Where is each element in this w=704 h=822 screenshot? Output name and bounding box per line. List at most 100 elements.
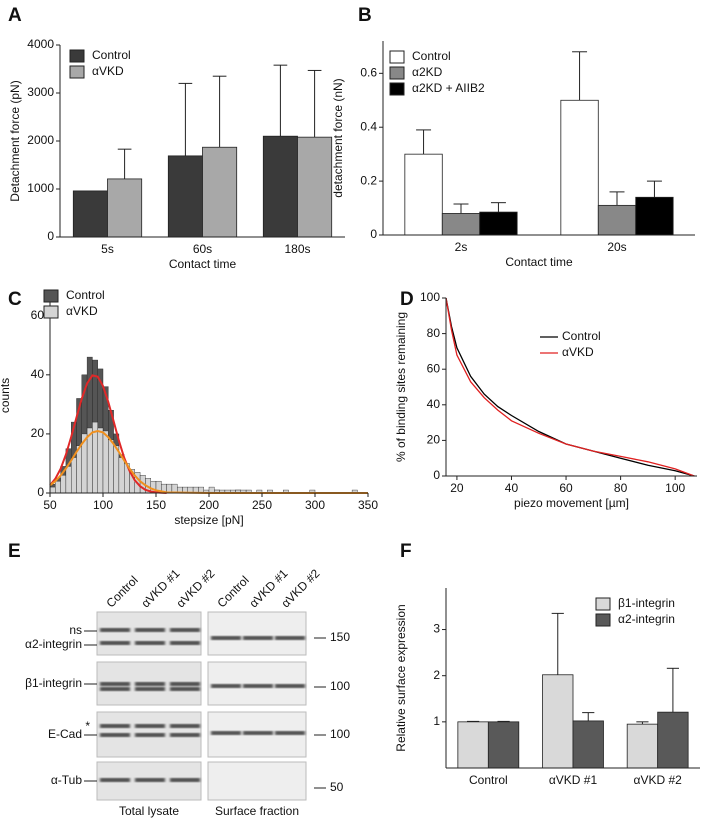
x-tick-label: 5s [101, 242, 114, 256]
legend-label: α2KD [412, 65, 443, 79]
lane-label: Control [103, 573, 140, 610]
blot-band [243, 636, 273, 640]
row-label: β1-integrin [25, 676, 82, 690]
x-tick-label: 180s [284, 242, 310, 256]
row-label: α-Tub [51, 773, 82, 787]
x-tick-label: 80 [614, 481, 628, 495]
y-tick-label: 2 [433, 668, 440, 682]
bar [635, 196, 674, 236]
blot-band [100, 641, 130, 645]
histogram-bar [49, 486, 56, 494]
error-bar [117, 148, 132, 179]
legend-label: Control [412, 49, 451, 63]
legend-label: Control [66, 288, 105, 302]
error-bar [490, 202, 506, 213]
bar [457, 721, 489, 769]
blot-band [170, 628, 200, 632]
row-label: E-Cad [48, 727, 82, 741]
x-tick-label: 50 [43, 498, 57, 512]
y-tick-label: 0 [433, 468, 440, 482]
x-tick-label: 300 [305, 498, 325, 512]
error-bar [646, 180, 662, 198]
legend-swatch [595, 597, 611, 611]
line [445, 297, 695, 477]
histogram-bar [108, 439, 114, 494]
x-tick-label: 2s [455, 240, 468, 254]
error-bar [178, 82, 193, 156]
error-bar [666, 667, 680, 713]
y-tick-label: 60 [427, 361, 441, 375]
x-tick-label: Control [469, 773, 508, 787]
bar [572, 720, 604, 769]
y-tick-label: 80 [427, 326, 441, 340]
error-bar [212, 75, 227, 148]
blot-band [135, 628, 165, 632]
legend-swatch [389, 50, 405, 64]
x-tick-label: 20s [607, 240, 626, 254]
y-tick-label: 60 [31, 308, 45, 322]
blot-band [170, 682, 200, 686]
blot-band [243, 684, 273, 688]
y-axis-label: counts [0, 378, 12, 413]
bar [167, 155, 203, 238]
fit-line [49, 374, 167, 494]
x-tick-label: 200 [199, 498, 219, 512]
line [445, 297, 695, 477]
blot-band [275, 684, 305, 688]
y-axis-label: Detachment force (pN) [8, 80, 22, 201]
panel-label: D [400, 289, 414, 310]
bar [560, 99, 599, 236]
x-tick-label: 40 [505, 481, 519, 495]
bar [626, 723, 659, 769]
blot-band [100, 778, 130, 782]
section-label: Surface fraction [215, 804, 299, 818]
blot-band [275, 731, 305, 735]
legend-swatch [43, 305, 59, 319]
legend-swatch [595, 613, 611, 627]
y-axis-label: Relative surface expression [394, 604, 408, 751]
histogram-bar [118, 457, 125, 494]
blot-band [135, 724, 165, 728]
blot-band [211, 684, 241, 688]
y-tick-label: 1000 [27, 181, 54, 195]
bar [441, 213, 481, 236]
y-tick-label: 1 [433, 714, 440, 728]
y-tick-label: 0.2 [360, 173, 377, 187]
legend-label: αVKD [66, 304, 98, 318]
bar [297, 136, 333, 238]
y-tick-label: 0.4 [360, 119, 377, 133]
fit-line [49, 429, 368, 494]
blot-band [100, 682, 130, 686]
section-label: Total lysate [119, 804, 179, 818]
error-bar [636, 721, 649, 725]
error-bar [582, 712, 595, 721]
blot-band [135, 778, 165, 782]
panel-label: A [8, 5, 22, 26]
marker-label: 100 [330, 727, 350, 741]
blot-band [211, 636, 241, 640]
panel-label: F [400, 541, 412, 562]
y-axis-label: % of binding sites remaining [394, 312, 408, 462]
blot-band [170, 733, 200, 737]
bar [404, 153, 443, 236]
histogram-bar [60, 475, 67, 494]
y-tick-label: 100 [420, 290, 440, 304]
histogram-bar [65, 466, 72, 494]
marker-label: 100 [330, 679, 350, 693]
legend-label: α2-integrin [618, 612, 675, 626]
legend-swatch [389, 66, 405, 80]
bar [597, 204, 637, 236]
panel-label: B [358, 5, 372, 26]
histogram-bar [55, 480, 61, 494]
histogram-bar [70, 457, 77, 494]
legend-swatch [389, 82, 405, 96]
x-tick-label: αVKD #1 [549, 773, 598, 787]
bar [479, 211, 518, 236]
blot-band [243, 731, 273, 735]
legend-swatch [43, 289, 59, 303]
x-tick-label: 100 [93, 498, 113, 512]
x-tick-label: 350 [358, 498, 378, 512]
y-tick-label: 40 [31, 367, 45, 381]
histogram-bar [97, 427, 104, 494]
error-bar [572, 51, 588, 101]
